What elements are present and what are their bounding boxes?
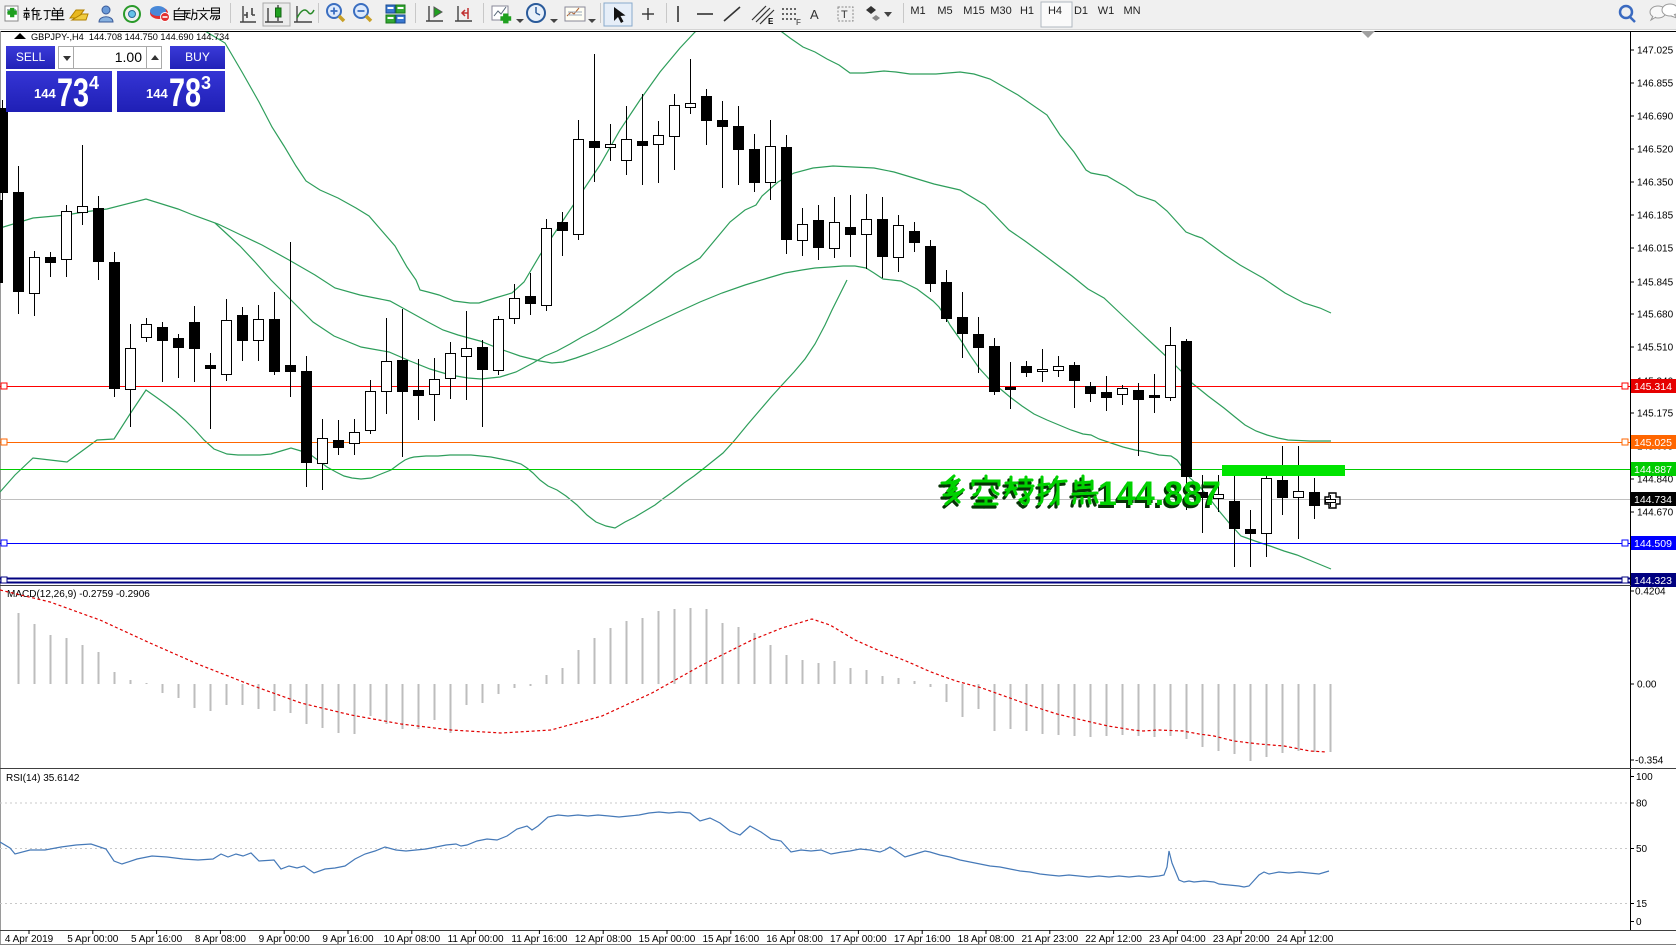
- svg-text:MACD(12,26,9) -0.2759 -0.2906: MACD(12,26,9) -0.2759 -0.2906: [7, 589, 150, 600]
- svg-text:A: A: [810, 7, 819, 22]
- svg-text:5 Apr 16:00: 5 Apr 16:00: [131, 934, 183, 945]
- svg-text:144.887: 144.887: [1634, 464, 1672, 476]
- svg-text:144.887: 144.887: [1098, 475, 1221, 513]
- svg-text:12 Apr 08:00: 12 Apr 08:00: [575, 934, 632, 945]
- svg-text:9 Apr 00:00: 9 Apr 00:00: [259, 934, 311, 945]
- svg-text:23 Apr 04:00: 23 Apr 04:00: [1149, 934, 1206, 945]
- svg-text:144.887: 144.887: [1096, 478, 1219, 516]
- svg-text:4 Apr 2019: 4 Apr 2019: [5, 934, 54, 945]
- svg-text:11 Apr 00:00: 11 Apr 00:00: [448, 934, 504, 945]
- svg-text:23 Apr 20:00: 23 Apr 20:00: [1213, 934, 1270, 945]
- svg-text:24 Apr 12:00: 24 Apr 12:00: [1277, 934, 1334, 945]
- svg-text:145.680: 145.680: [1637, 310, 1674, 321]
- svg-text:18 Apr 08:00: 18 Apr 08:00: [958, 934, 1015, 945]
- svg-text:145.845: 145.845: [1637, 278, 1674, 289]
- svg-text:145.175: 145.175: [1637, 409, 1674, 420]
- svg-text:0.4204: 0.4204: [1635, 587, 1666, 598]
- svg-text:21 Apr 23:00: 21 Apr 23:00: [1021, 934, 1078, 945]
- svg-text:8 Apr 08:00: 8 Apr 08:00: [195, 934, 247, 945]
- svg-text:RSI(14) 35.6142: RSI(14) 35.6142: [6, 773, 80, 784]
- svg-text:144.323: 144.323: [1634, 575, 1672, 587]
- svg-text:80: 80: [1636, 799, 1648, 810]
- svg-text:-0.354: -0.354: [1635, 756, 1664, 767]
- svg-text:147.025: 147.025: [1637, 46, 1674, 57]
- svg-text:100: 100: [1636, 772, 1653, 783]
- svg-text:146.690: 146.690: [1637, 112, 1674, 123]
- svg-text:10 Apr 08:00: 10 Apr 08:00: [383, 934, 440, 945]
- svg-text:146.855: 146.855: [1637, 79, 1674, 90]
- svg-text:146.015: 146.015: [1637, 244, 1674, 255]
- svg-text:5 Apr 00:00: 5 Apr 00:00: [67, 934, 119, 945]
- svg-text:145.314: 145.314: [1634, 381, 1672, 393]
- svg-text:146.185: 146.185: [1637, 211, 1674, 222]
- svg-text:0: 0: [1636, 917, 1642, 928]
- svg-text:144.670: 144.670: [1637, 508, 1674, 519]
- svg-text:16 Apr 08:00: 16 Apr 08:00: [766, 934, 823, 945]
- svg-text:50: 50: [1636, 844, 1648, 855]
- svg-text:0.00: 0.00: [1637, 680, 1657, 691]
- svg-text:15: 15: [1636, 899, 1648, 910]
- svg-text:F: F: [796, 18, 801, 27]
- svg-text:145.025: 145.025: [1634, 437, 1672, 449]
- svg-text:17 Apr 16:00: 17 Apr 16:00: [894, 934, 951, 945]
- svg-text:T: T: [841, 9, 848, 21]
- svg-text:145.510: 145.510: [1637, 343, 1674, 354]
- svg-text:144.840: 144.840: [1637, 475, 1674, 486]
- svg-text:146.350: 146.350: [1637, 178, 1674, 189]
- svg-text:17 Apr 00:00: 17 Apr 00:00: [830, 934, 887, 945]
- svg-text:22 Apr 12:00: 22 Apr 12:00: [1085, 934, 1142, 945]
- svg-text:146.520: 146.520: [1637, 145, 1674, 156]
- svg-text:144.734: 144.734: [1634, 494, 1672, 506]
- svg-text:9 Apr 16:00: 9 Apr 16:00: [322, 934, 374, 945]
- svg-text:144.509: 144.509: [1634, 538, 1672, 550]
- svg-text:GBPJPY-,H4 144.708 144.750 14: GBPJPY-,H4 144.708 144.750 144.690 144.7…: [31, 32, 229, 42]
- svg-text:15 Apr 16:00: 15 Apr 16:00: [702, 934, 759, 945]
- svg-text:E: E: [768, 17, 774, 26]
- svg-text:15 Apr 00:00: 15 Apr 00:00: [639, 934, 696, 945]
- svg-text:11 Apr 16:00: 11 Apr 16:00: [511, 934, 567, 945]
